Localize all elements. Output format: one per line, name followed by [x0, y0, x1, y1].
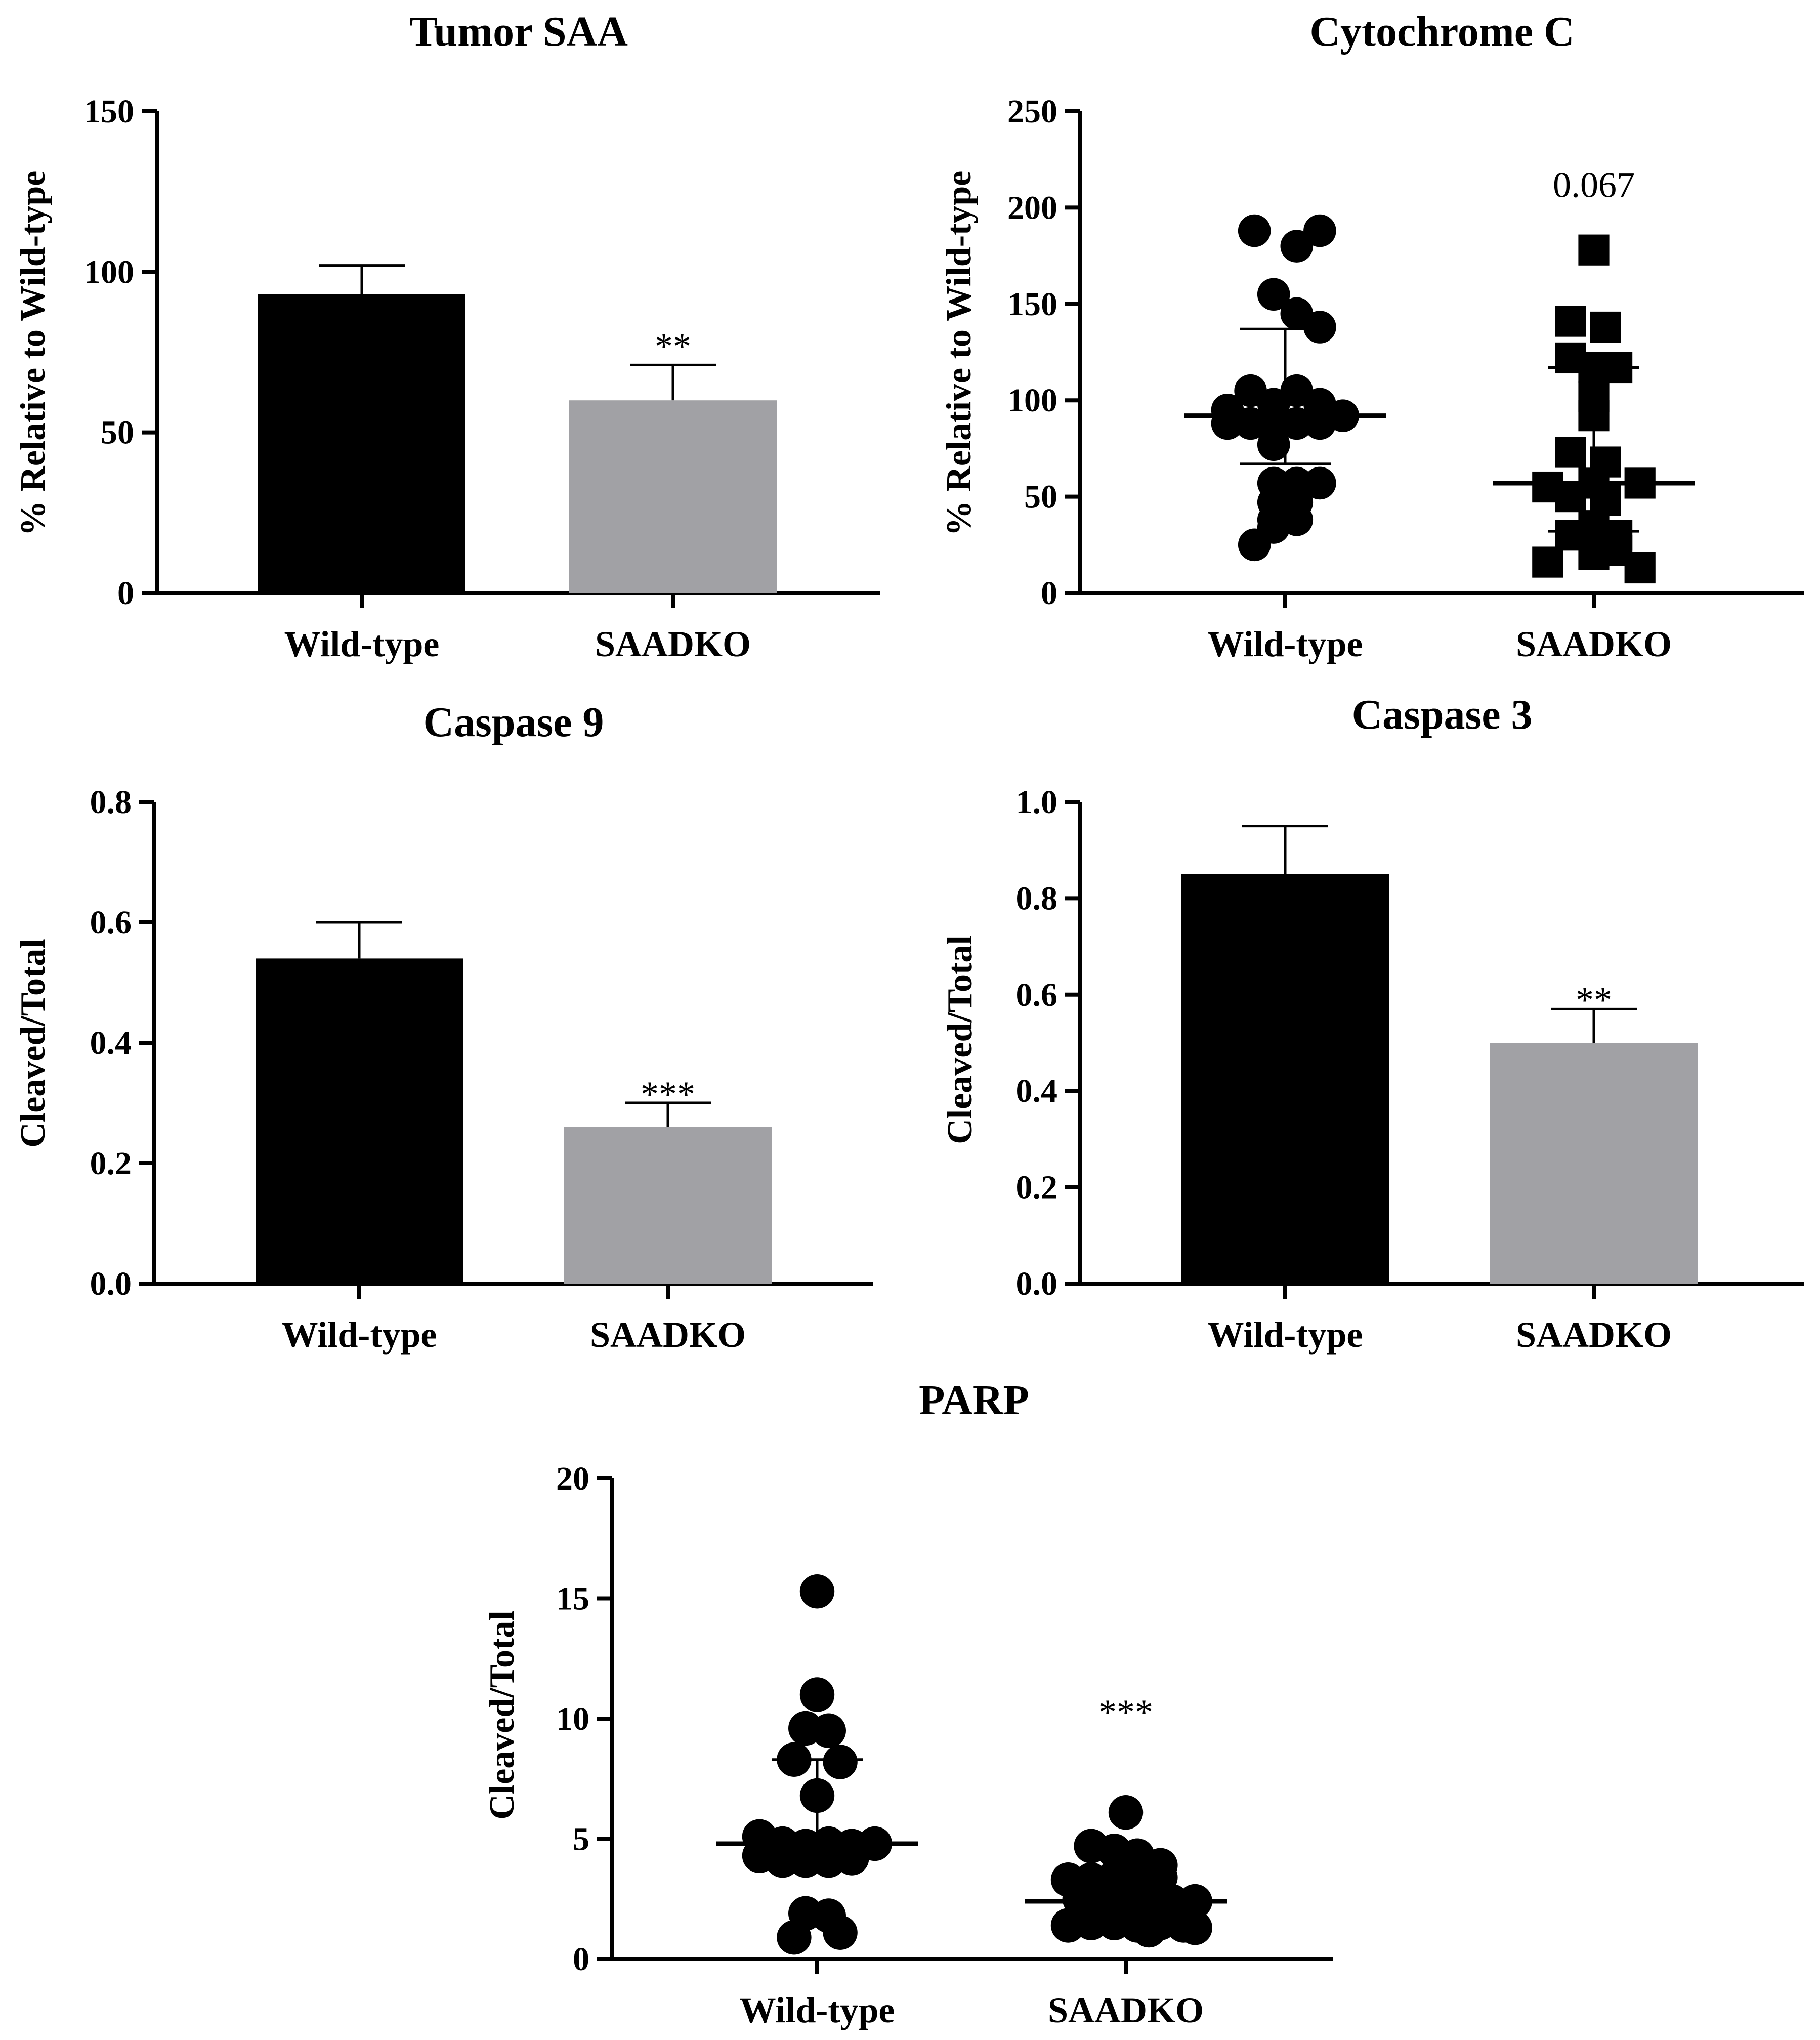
plot-area: 0 50 100 150 200 250 Wild-type SAADKO 0.067: [1007, 93, 1804, 664]
data-point: [1532, 546, 1563, 578]
y-tick-label: 0.6: [1016, 976, 1058, 1013]
data-point: [1555, 437, 1586, 468]
data-point: [1257, 428, 1290, 461]
significance-label: ***: [641, 1074, 695, 1115]
data-point: [777, 1920, 812, 1955]
data-point: [1177, 1910, 1212, 1945]
data-point: [1238, 214, 1271, 247]
panel-title: Cytochrome C: [1309, 8, 1574, 55]
plot-area: 0 50 100 150 Wild-type SAADKO **: [84, 93, 880, 664]
plot-area: 0 5 10 15 20 Wild-type SAADKO ***: [556, 1460, 1333, 2030]
y-tick-label: 0.2: [1016, 1169, 1058, 1206]
y-tick-label: 50: [1024, 479, 1057, 516]
panel-tumor-saa: Tumor SAA % Relative to Wild-type 0 50 100…: [14, 8, 880, 664]
y-tick-label: 50: [101, 414, 134, 451]
y-axis-label: Cleaved/Total: [483, 1610, 522, 1820]
significance-label: **: [655, 326, 691, 366]
bar: [1181, 874, 1389, 1284]
y-axis-label: Cleaved/Total: [941, 935, 980, 1144]
x-tick-label: Wild-type: [1208, 1314, 1363, 1355]
data-point: [823, 1915, 858, 1950]
y-axis-label: % Relative to Wild-type: [14, 171, 53, 536]
x-tick-label: SAADKO: [1516, 624, 1672, 664]
bar: [564, 1127, 772, 1284]
x-tick-label: SAADKO: [590, 1314, 746, 1355]
plot-area: 0.0 0.2 0.4 0.6 0.8 1.0 Wild-type SAADKO **: [1016, 784, 1804, 1355]
panel-title: PARP: [919, 1377, 1029, 1424]
bar: [256, 958, 463, 1284]
x-tick-label: Wild-type: [1208, 624, 1363, 664]
panel-cytochrome-c: Cytochrome C % Relative to Wild-type 0 50…: [940, 8, 1804, 664]
y-tick-label: 250: [1007, 93, 1057, 130]
panel-caspase-3: Caspase 3 Cleaved/Total 0.0 0.2 0.4 0.6 0.8 1…: [941, 691, 1804, 1355]
y-tick-label: 100: [84, 253, 134, 290]
panel-title: Tumor SAA: [409, 8, 628, 55]
y-tick-label: 5: [573, 1821, 589, 1858]
y-tick-label: 0.4: [1016, 1073, 1058, 1110]
significance-label: ***: [1098, 1692, 1153, 1732]
data-point: [834, 1841, 869, 1876]
y-tick-label: 0: [1041, 575, 1057, 612]
data-point: [1303, 407, 1336, 440]
y-tick-label: 0.4: [90, 1025, 132, 1061]
data-point: [823, 1745, 858, 1779]
y-tick-label: 20: [556, 1460, 589, 1497]
y-tick-label: 0: [573, 1941, 589, 1978]
panel-title: Caspase 3: [1351, 691, 1532, 738]
x-tick-label: SAADKO: [1516, 1314, 1672, 1355]
y-tick-label: 0.0: [90, 1265, 132, 1302]
data-point: [1131, 1912, 1166, 1948]
bar: [569, 400, 777, 593]
data-point: [799, 1574, 835, 1609]
y-tick-label: 15: [556, 1581, 589, 1618]
data-point: [1624, 552, 1656, 584]
y-tick-label: 100: [1007, 382, 1057, 419]
data-point: [1257, 278, 1290, 311]
y-tick-label: 0.6: [90, 904, 132, 941]
data-point: [1303, 466, 1336, 500]
y-tick-label: 0.8: [1016, 880, 1058, 917]
panel-title: Caspase 9: [423, 699, 604, 746]
data-point: [811, 1713, 846, 1748]
y-tick-label: 200: [1007, 189, 1057, 226]
y-tick-label: 0.8: [90, 784, 132, 821]
significance-label: 0.067: [1553, 165, 1635, 205]
significance-label: **: [1576, 980, 1612, 1020]
y-tick-label: 0.0: [1016, 1265, 1058, 1302]
y-tick-label: 0.2: [90, 1145, 132, 1182]
y-tick-label: 150: [84, 93, 134, 130]
data-point: [1555, 306, 1586, 337]
x-tick-label: Wild-type: [284, 624, 440, 664]
data-point: [1280, 230, 1314, 263]
x-tick-label: Wild-type: [740, 1990, 895, 2030]
x-tick-label: SAADKO: [1048, 1990, 1204, 2030]
y-tick-label: 1.0: [1016, 784, 1058, 821]
y-tick-label: 10: [556, 1701, 589, 1737]
plot-area: 0.0 0.2 0.4 0.6 0.8 Wild-type SAADKO ***: [90, 784, 873, 1355]
y-axis-label: Cleaved/Total: [14, 939, 53, 1148]
x-tick-label: SAADKO: [595, 624, 751, 664]
bar: [1490, 1043, 1698, 1284]
y-tick-label: 0: [117, 575, 134, 612]
data-point: [1578, 234, 1610, 266]
data-point: [1303, 311, 1336, 344]
y-tick-label: 150: [1007, 286, 1057, 323]
panel-caspase-9: Caspase 9 Cleaved/Total 0.0 0.2 0.4 0.6 0.8 W…: [14, 699, 873, 1355]
data-point: [1238, 528, 1271, 562]
data-point: [1555, 481, 1586, 513]
panel-parp: PARP Cleaved/Total 0 5 10 15 20 Wild-type SAAD…: [483, 1377, 1333, 2030]
data-point: [1590, 311, 1621, 343]
data-point: [1108, 1795, 1144, 1830]
data-point: [1303, 214, 1336, 247]
bar: [258, 294, 465, 593]
x-tick-label: Wild-type: [282, 1314, 437, 1355]
y-axis-label: % Relative to Wild-type: [940, 171, 979, 536]
data-point: [799, 1677, 835, 1712]
